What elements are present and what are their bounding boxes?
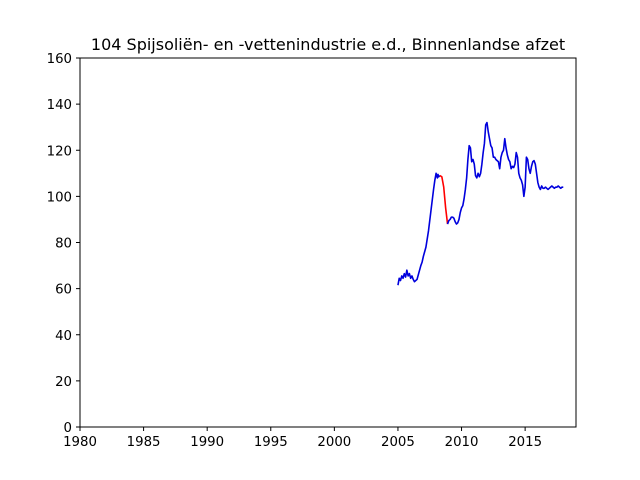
y-tick-label: 160: [47, 52, 72, 67]
series-line-1: [397, 172, 441, 286]
y-tick-label: 140: [47, 98, 72, 113]
x-axis: 1980 1985 1990 1995 2000 2005 2010 2015: [63, 427, 542, 450]
x-tick-label: 1985: [127, 435, 161, 450]
x-tick-label: 2015: [508, 435, 542, 450]
x-tick-label: 1980: [63, 435, 97, 450]
x-tick-label: 2005: [381, 435, 415, 450]
series-line-2: [439, 174, 449, 225]
y-tick-label: 40: [55, 329, 72, 344]
x-tick-label: 2000: [317, 435, 351, 450]
series-line-3: [446, 121, 564, 225]
y-axis: 0 20 40 60 80 100 120 140 160: [47, 52, 80, 436]
y-tick-label: 100: [47, 190, 72, 205]
x-tick-label: 1995: [254, 435, 288, 450]
y-tick-label: 20: [55, 375, 72, 390]
chart-title: 104 Spijsoliën- en -vettenindustrie e.d.…: [91, 35, 565, 54]
y-tick-label: 60: [55, 283, 72, 298]
x-tick-label: 1990: [190, 435, 224, 450]
y-tick-label: 80: [55, 237, 72, 252]
x-tick-label: 2010: [445, 435, 479, 450]
y-tick-label: 0: [64, 421, 72, 436]
series-layer: [397, 121, 564, 286]
y-tick-label: 120: [47, 144, 72, 159]
